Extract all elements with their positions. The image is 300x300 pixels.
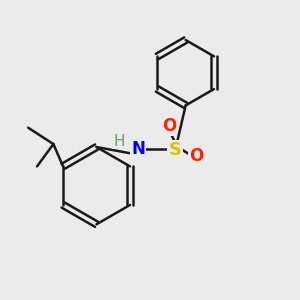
- Text: O: O: [162, 117, 176, 135]
- Text: H: H: [113, 134, 124, 148]
- Text: S: S: [169, 141, 182, 159]
- Text: N: N: [131, 140, 145, 158]
- Text: O: O: [189, 147, 203, 165]
